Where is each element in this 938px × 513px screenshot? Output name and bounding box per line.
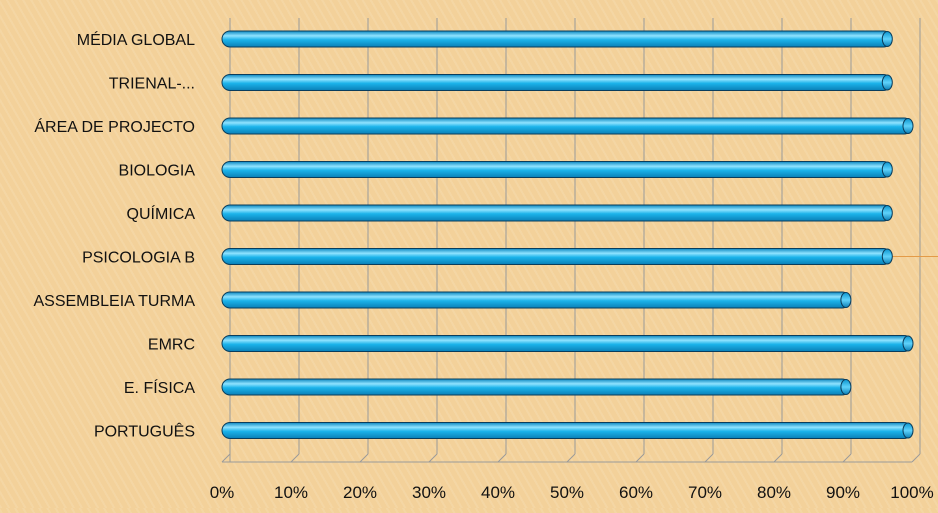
- x-tick-label: 70%: [688, 483, 722, 502]
- bar: [221, 117, 913, 135]
- x-tick-label: 100%: [890, 483, 933, 502]
- category-label: PSICOLOGIA B: [82, 250, 195, 267]
- gridline-foot: [428, 453, 438, 463]
- bar-cap: [902, 118, 914, 134]
- x-tick-label: 40%: [481, 483, 515, 502]
- category-label: EMRC: [148, 337, 195, 354]
- category-label: ASSEMBLEIA TURMA: [33, 293, 195, 310]
- bars: [221, 30, 914, 439]
- category-label: TRIENAL-...: [109, 76, 195, 93]
- x-tick-label: 50%: [550, 483, 584, 502]
- bar: [221, 248, 892, 265]
- bar: [221, 74, 892, 91]
- gridline-foot: [290, 453, 300, 463]
- bar: [221, 335, 913, 352]
- bar-cap: [881, 205, 893, 221]
- bar-cap: [840, 292, 852, 308]
- bar: [221, 161, 892, 178]
- bar: [221, 291, 851, 309]
- x-tick-label: 60%: [619, 483, 653, 502]
- bar-cap: [881, 31, 893, 47]
- gridline-foot: [221, 453, 231, 463]
- gridline-foot: [359, 453, 369, 463]
- gridline-foot: [773, 453, 783, 463]
- bar-cap: [902, 422, 914, 439]
- category-labels: MÉDIA GLOBAL TRIENAL-... ÁREA DE PROJECTO B…: [33, 30, 195, 441]
- x-tick-label: 0%: [210, 483, 235, 502]
- x-tick-label: 20%: [343, 483, 377, 502]
- gridline-foot: [911, 453, 921, 463]
- gridline-foot: [635, 453, 645, 463]
- gridline-foot: [566, 453, 576, 463]
- bar: [221, 204, 892, 222]
- gridline-foot: [704, 453, 714, 463]
- category-label: ÁREA DE PROJECTO: [34, 117, 195, 136]
- x-tick-label: 90%: [826, 483, 860, 502]
- bar-cap: [881, 248, 893, 265]
- bar: [221, 378, 851, 396]
- category-label: E. FÍSICA: [124, 378, 195, 397]
- gridline-foot: [842, 453, 852, 463]
- category-label: PORTUGUÊS: [94, 422, 195, 441]
- bar: [221, 422, 913, 439]
- category-label: MÉDIA GLOBAL: [77, 30, 195, 49]
- x-tick-label: 30%: [412, 483, 446, 502]
- x-tick-labels: 0% 10% 20% 30% 40% 50% 60% 70% 80% 90% 100%: [210, 483, 934, 502]
- bar-cap: [881, 161, 893, 178]
- bar: [221, 30, 892, 48]
- bar-cap: [881, 74, 893, 91]
- gridline-foot: [497, 453, 507, 463]
- bar-cap: [902, 335, 914, 352]
- x-tick-label: 80%: [757, 483, 791, 502]
- category-label: QUÍMICA: [127, 204, 196, 223]
- category-label: BIOLOGIA: [119, 163, 196, 180]
- x-tick-label: 10%: [274, 483, 308, 502]
- bar-cap: [840, 379, 852, 395]
